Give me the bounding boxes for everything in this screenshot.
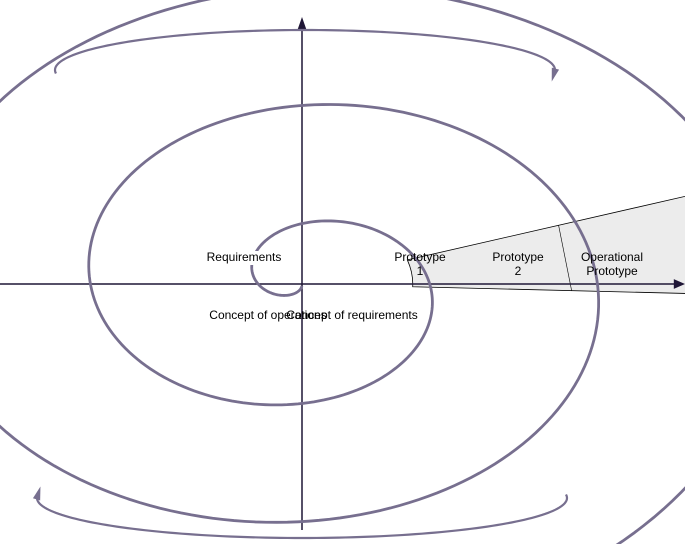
label-requirements: Requirements — [207, 250, 282, 264]
label-op_l1: Operational — [581, 250, 643, 264]
y-axis-arrow — [297, 17, 307, 31]
direction-arrowhead — [33, 486, 41, 500]
direction-arrowhead — [552, 68, 559, 82]
label-proto2_l2: 2 — [515, 264, 522, 278]
direction-arc — [55, 30, 555, 73]
spiral-diagram: RequirementsConcept of operationsConcept… — [0, 0, 685, 544]
prototype-wedge — [407, 172, 685, 296]
label-proto1_l1: Prototype — [394, 250, 446, 264]
label-concept_reqs: Concept of requirements — [286, 308, 417, 322]
label-proto2_l1: Prototype — [492, 250, 544, 264]
label-op_l2: Prototype — [586, 264, 638, 278]
label-proto1_l2: 1 — [417, 264, 424, 278]
